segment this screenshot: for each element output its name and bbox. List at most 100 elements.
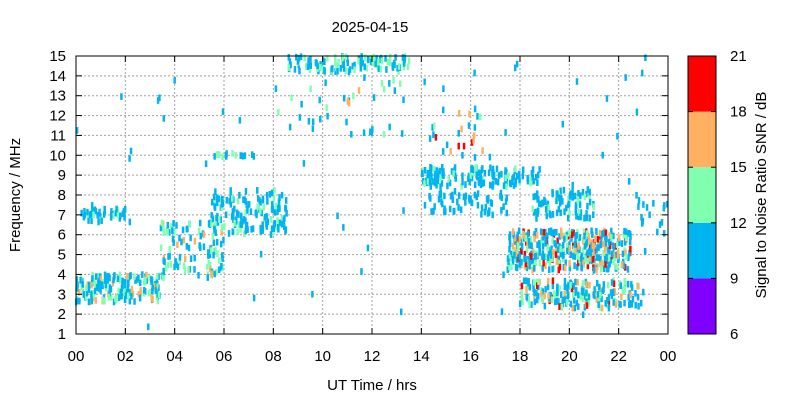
data-cell xyxy=(118,277,122,284)
data-cell xyxy=(563,290,566,298)
data-cell xyxy=(524,235,528,242)
data-cell xyxy=(114,295,117,302)
data-cell xyxy=(610,234,613,242)
data-cell xyxy=(595,246,598,254)
data-cell xyxy=(323,58,326,66)
data-cell xyxy=(439,183,442,190)
data-cell xyxy=(392,76,395,84)
data-cell xyxy=(576,253,579,260)
data-cell xyxy=(242,196,245,204)
data-cell xyxy=(612,232,615,240)
data-cell xyxy=(473,124,477,131)
data-cell xyxy=(133,273,136,280)
data-cell xyxy=(483,208,487,216)
data-cell xyxy=(520,258,523,266)
data-cell xyxy=(231,150,234,157)
data-cell xyxy=(538,166,541,173)
data-cell xyxy=(384,55,387,62)
data-cell xyxy=(214,247,217,254)
colorbar-tick-label: 6 xyxy=(730,326,738,343)
data-cell xyxy=(93,287,97,295)
data-cell xyxy=(162,229,165,236)
data-cell xyxy=(86,208,89,216)
data-cell xyxy=(266,218,270,225)
data-cell xyxy=(308,66,312,74)
data-cell xyxy=(546,254,550,262)
data-cell xyxy=(607,239,611,246)
data-cell xyxy=(173,263,176,271)
data-cell xyxy=(535,208,538,216)
data-cell xyxy=(189,234,192,242)
data-cell xyxy=(599,240,603,247)
data-cell xyxy=(188,220,191,228)
data-cell xyxy=(524,255,527,263)
data-cell xyxy=(82,291,86,298)
data-cell xyxy=(593,235,597,242)
data-cell xyxy=(210,220,213,228)
data-cell xyxy=(556,283,559,291)
data-cell xyxy=(234,151,237,159)
data-cell xyxy=(506,172,510,179)
data-cell xyxy=(448,205,452,213)
data-cell xyxy=(527,237,531,245)
data-cell xyxy=(215,269,218,276)
data-cell xyxy=(574,236,577,243)
data-cell xyxy=(407,57,411,64)
data-cell xyxy=(231,228,234,236)
data-cell xyxy=(82,213,86,221)
data-cell xyxy=(472,132,476,139)
data-cell xyxy=(612,280,616,288)
data-cell xyxy=(627,178,631,185)
data-cell xyxy=(316,62,319,70)
data-cells xyxy=(74,52,669,331)
data-cell xyxy=(337,58,340,66)
data-cell xyxy=(531,166,535,173)
data-cell xyxy=(128,218,132,226)
data-cell xyxy=(516,242,520,249)
data-cell xyxy=(429,183,432,190)
data-cell xyxy=(566,295,569,302)
data-cell xyxy=(220,262,223,270)
data-cell xyxy=(560,230,563,238)
data-cell xyxy=(217,195,221,203)
data-cell xyxy=(180,238,183,246)
data-cell xyxy=(525,286,528,293)
data-cell xyxy=(561,296,565,304)
data-cell xyxy=(585,214,589,222)
data-cell xyxy=(575,78,579,85)
data-cell xyxy=(623,299,626,307)
data-cell xyxy=(522,277,526,285)
data-cell xyxy=(561,252,565,260)
data-cell xyxy=(243,152,247,159)
data-cell xyxy=(580,264,583,272)
data-cell xyxy=(541,199,545,207)
data-cell xyxy=(476,190,480,197)
data-cell xyxy=(566,214,570,222)
data-cell xyxy=(162,257,165,265)
data-cell xyxy=(477,169,481,177)
data-cell xyxy=(379,65,383,73)
data-cell xyxy=(525,264,529,272)
data-cell xyxy=(251,225,255,232)
data-cell xyxy=(623,285,627,293)
data-cell xyxy=(531,170,534,178)
data-cell xyxy=(531,247,534,255)
data-cell xyxy=(612,243,616,251)
data-cell xyxy=(544,237,547,244)
data-cell xyxy=(117,294,121,301)
colorbar-tick-label: 12 xyxy=(730,215,747,232)
data-cell xyxy=(588,281,591,289)
data-cell xyxy=(546,200,550,208)
data-cell xyxy=(547,292,550,300)
data-cell xyxy=(541,265,544,272)
data-cell xyxy=(518,176,521,184)
data-cell xyxy=(509,180,513,188)
data-cell xyxy=(423,180,426,188)
data-cell xyxy=(528,176,532,184)
data-cell xyxy=(585,281,588,288)
data-cell xyxy=(434,134,438,141)
data-cell xyxy=(293,66,297,73)
data-cell xyxy=(555,258,559,266)
data-cell xyxy=(538,249,541,256)
data-cell xyxy=(461,172,464,180)
